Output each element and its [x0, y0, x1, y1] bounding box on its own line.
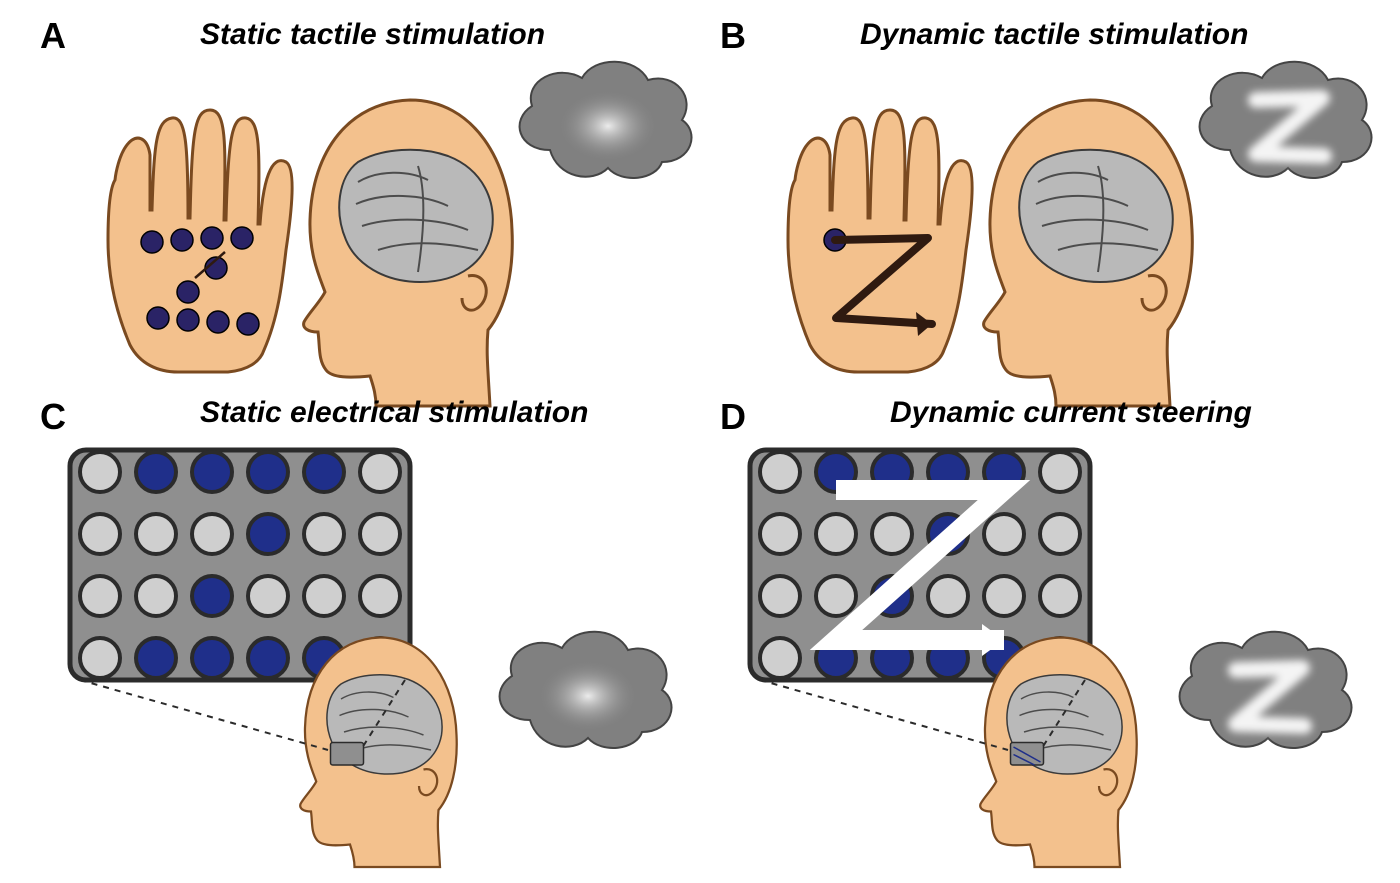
electrode-on — [304, 452, 344, 492]
electrode-off — [304, 576, 344, 616]
electrode-off — [760, 452, 800, 492]
panel-d: D Dynamic current steering — [720, 400, 1380, 870]
electrode-on — [248, 638, 288, 678]
electrode-off — [1040, 452, 1080, 492]
electrode-off — [360, 514, 400, 554]
electrode-off — [816, 576, 856, 616]
electrode-off — [872, 514, 912, 554]
electrode-off — [984, 576, 1024, 616]
electrode-off — [136, 576, 176, 616]
panel-a-svg — [40, 10, 700, 430]
electrode-off — [1040, 514, 1080, 554]
electrode-off — [80, 576, 120, 616]
panel-b: B Dynamic tactile stimulation — [720, 10, 1380, 430]
electrode-off — [192, 514, 232, 554]
electrode-off — [248, 576, 288, 616]
electrode-off — [760, 638, 800, 678]
electrode-on — [192, 576, 232, 616]
electrode-on — [248, 452, 288, 492]
panel-d-svg — [720, 400, 1380, 870]
figure-root: A Static tactile stimulation — [0, 0, 1400, 883]
electrode-on — [248, 514, 288, 554]
electrode-on — [136, 638, 176, 678]
electrode-off — [984, 514, 1024, 554]
electrode-off — [360, 452, 400, 492]
panel-c: C Static electrical stimulation — [40, 400, 700, 870]
electrode-off — [928, 576, 968, 616]
electrode-off — [360, 576, 400, 616]
electrode-off — [816, 514, 856, 554]
electrode-off — [80, 452, 120, 492]
electrode-off — [1040, 576, 1080, 616]
electrode-off — [136, 514, 176, 554]
electrode-on — [192, 452, 232, 492]
panel-a: A Static tactile stimulation — [40, 10, 700, 430]
panel-b-svg — [720, 10, 1380, 430]
electrode-off — [760, 576, 800, 616]
electrode-off — [760, 514, 800, 554]
electrode-off — [304, 514, 344, 554]
panel-c-svg — [40, 400, 700, 870]
electrode-on — [192, 638, 232, 678]
electrode-off — [80, 638, 120, 678]
electrode-off — [80, 514, 120, 554]
electrode-on — [136, 452, 176, 492]
